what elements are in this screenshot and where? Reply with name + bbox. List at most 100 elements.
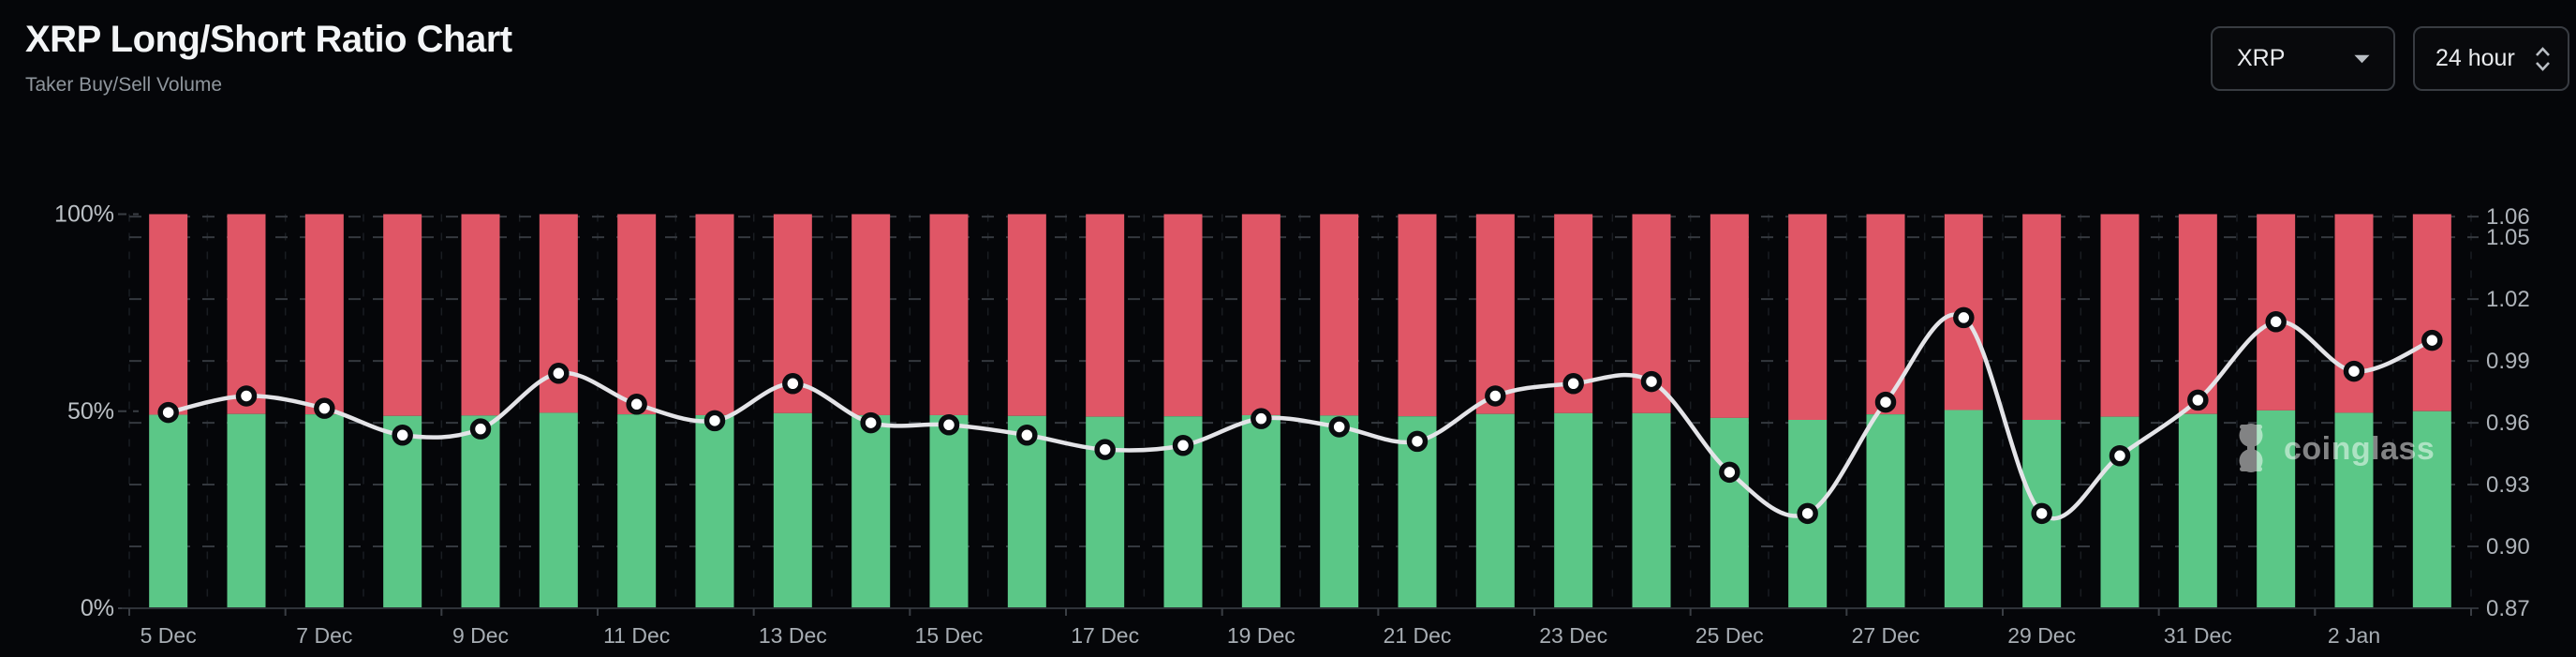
bar-buy[interactable] xyxy=(695,414,734,608)
bar-buy[interactable] xyxy=(1866,414,1905,608)
ratio-dots xyxy=(157,306,2443,525)
ratio-dot[interactable] xyxy=(1094,439,1116,460)
right-axis-label: 0.96 xyxy=(2486,411,2530,436)
x-axis-date-label: 13 Dec xyxy=(759,623,827,648)
ratio-dot[interactable] xyxy=(1016,425,1038,446)
bar-sell[interactable] xyxy=(383,214,422,416)
bar-sell[interactable] xyxy=(617,214,657,415)
x-axis-date-label: 31 Dec xyxy=(2164,623,2232,648)
bar-sell[interactable] xyxy=(695,214,734,415)
ratio-dot[interactable] xyxy=(2343,360,2365,382)
ratio-dot[interactable] xyxy=(314,397,335,419)
bar-buy[interactable] xyxy=(461,415,500,608)
symbol-select-value: XRP xyxy=(2237,45,2286,71)
bar-buy[interactable] xyxy=(2334,412,2374,608)
x-axis-date-label: 9 Dec xyxy=(452,623,509,648)
interval-select[interactable]: 24 hour xyxy=(2413,26,2569,91)
bar-buy[interactable] xyxy=(383,415,422,608)
ratio-dot[interactable] xyxy=(235,385,258,407)
bar-buy[interactable] xyxy=(929,414,969,608)
bar-sell[interactable] xyxy=(929,214,969,415)
ratio-dot[interactable] xyxy=(2109,445,2131,467)
x-axis-date-label: 11 Dec xyxy=(603,623,670,648)
ratio-dot[interactable] xyxy=(548,363,570,384)
bar-sell[interactable] xyxy=(2412,214,2451,411)
chart-bars xyxy=(149,214,2451,608)
x-axis-date-label: 5 Dec xyxy=(141,623,197,648)
ratio-dot[interactable] xyxy=(2031,502,2052,525)
bar-buy[interactable] xyxy=(1475,413,1515,608)
right-axis-label: 0.93 xyxy=(2486,472,2530,498)
bar-buy[interactable] xyxy=(2178,413,2217,608)
caret-down-icon xyxy=(2354,54,2370,63)
symbol-select[interactable]: XRP xyxy=(2211,26,2395,91)
bar-sell[interactable] xyxy=(1320,214,1359,416)
ratio-dot[interactable] xyxy=(1640,370,1663,393)
bar-buy[interactable] xyxy=(1944,410,1983,608)
bar-sell[interactable] xyxy=(1475,214,1515,414)
ratio-dot[interactable] xyxy=(782,373,804,395)
bar-sell[interactable] xyxy=(1163,214,1203,417)
bar-sell[interactable] xyxy=(1788,214,1828,421)
bar-sell[interactable] xyxy=(851,214,891,415)
ratio-dot[interactable] xyxy=(860,411,881,434)
chevron-up-down-icon xyxy=(2536,46,2550,71)
bar-sell[interactable] xyxy=(1710,214,1749,418)
x-axis-date-label: 21 Dec xyxy=(1384,623,1452,648)
page-title: XRP Long/Short Ratio Chart xyxy=(25,19,512,60)
bar-sell[interactable] xyxy=(1086,214,1125,417)
bar-buy[interactable] xyxy=(617,414,657,608)
ratio-dot[interactable] xyxy=(626,394,647,415)
ratio-dot[interactable] xyxy=(1719,461,1740,484)
bar-buy[interactable] xyxy=(773,412,812,608)
watermark-text: coinglass xyxy=(2284,431,2435,467)
bar-sell[interactable] xyxy=(1398,214,1437,417)
ratio-dot[interactable] xyxy=(1797,502,1818,525)
bar-buy[interactable] xyxy=(2257,410,2296,608)
bar-sell[interactable] xyxy=(1007,214,1046,416)
ratio-dot[interactable] xyxy=(469,418,492,440)
bar-sell[interactable] xyxy=(2022,214,2062,421)
bar-buy[interactable] xyxy=(304,414,344,608)
bar-buy[interactable] xyxy=(1320,415,1359,608)
bar-sell[interactable] xyxy=(1241,214,1281,415)
bar-buy[interactable] xyxy=(1007,415,1046,608)
bar-buy[interactable] xyxy=(1710,417,1749,608)
chart-header: XRP Long/Short Ratio Chart Taker Buy/Sel… xyxy=(0,0,2576,103)
bar-buy[interactable] xyxy=(1554,412,1593,608)
bar-buy[interactable] xyxy=(539,412,578,608)
bar-sell[interactable] xyxy=(461,214,500,416)
bar-buy[interactable] xyxy=(1632,412,1671,608)
coinglass-watermark: coinglass xyxy=(2239,424,2435,472)
ratio-dot[interactable] xyxy=(392,425,413,446)
bar-sell[interactable] xyxy=(2178,214,2217,414)
ratio-dot[interactable] xyxy=(2421,329,2443,351)
bar-sell[interactable] xyxy=(304,214,344,415)
bar-sell[interactable] xyxy=(2334,214,2374,413)
ratio-dot[interactable] xyxy=(1485,385,1506,407)
bar-buy[interactable] xyxy=(1241,414,1281,608)
ratio-dot[interactable] xyxy=(2265,311,2287,333)
ratio-dot[interactable] xyxy=(1953,306,1975,329)
ratio-dot[interactable] xyxy=(1251,408,1272,429)
ratio-dot[interactable] xyxy=(938,414,960,436)
ratio-dot[interactable] xyxy=(1328,416,1350,438)
ratio-dot[interactable] xyxy=(2187,389,2209,411)
bar-buy[interactable] xyxy=(2412,411,2451,608)
ratio-dot[interactable] xyxy=(703,410,726,432)
ratio-dot[interactable] xyxy=(1562,373,1584,395)
x-axis-date-label: 7 Dec xyxy=(296,623,352,648)
bar-buy[interactable] xyxy=(851,414,891,608)
bar-buy[interactable] xyxy=(227,413,266,608)
coinglass-logo-icon xyxy=(2239,424,2263,472)
ratio-dot[interactable] xyxy=(157,401,179,424)
ratio-dot[interactable] xyxy=(1406,430,1429,453)
ratio-dot[interactable] xyxy=(1172,435,1194,456)
chart-subtitle: Taker Buy/Sell Volume xyxy=(25,74,223,96)
bar-sell[interactable] xyxy=(227,214,266,414)
bar-sell[interactable] xyxy=(2100,214,2139,417)
bar-sell[interactable] xyxy=(149,214,188,415)
bar-buy[interactable] xyxy=(149,414,188,608)
ratio-dot[interactable] xyxy=(1874,391,1897,413)
